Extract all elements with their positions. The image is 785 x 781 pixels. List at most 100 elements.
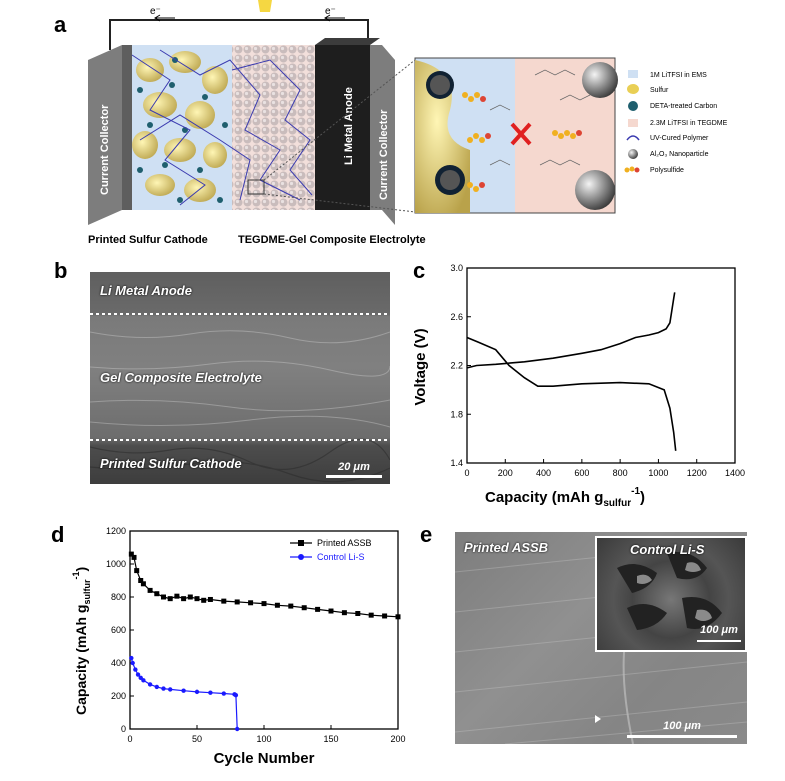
x-tick-label: 0 bbox=[127, 734, 132, 744]
data-point-assb bbox=[395, 614, 401, 620]
x-tick-label: 100 bbox=[256, 734, 271, 744]
y-tick-label: 400 bbox=[111, 658, 126, 668]
sem-scale-bar-main bbox=[627, 735, 737, 738]
sem-scale-bar bbox=[326, 475, 382, 478]
anode-label: Li Metal Anode bbox=[343, 87, 355, 165]
data-point-control bbox=[161, 686, 166, 691]
x-tick-label: 400 bbox=[536, 468, 551, 478]
series-discharge bbox=[466, 336, 677, 451]
data-point-assb bbox=[274, 602, 280, 608]
schematic-legend: 1M LiTFSI in EMS Sulfur DETA-treated Car… bbox=[624, 70, 728, 174]
x-tick-label: 150 bbox=[323, 734, 338, 744]
data-point-assb bbox=[201, 597, 207, 603]
arrow-marker-icon bbox=[595, 715, 601, 723]
sem-top-view: Printed ASSB Control Li-S 100 μm 100 μm bbox=[455, 532, 747, 744]
data-point-assb bbox=[167, 596, 173, 602]
sem-label-anode: Li Metal Anode bbox=[100, 283, 192, 298]
data-point-assb bbox=[174, 593, 180, 599]
legend-marker bbox=[298, 540, 304, 546]
data-point-assb bbox=[194, 596, 200, 602]
voltage-chart: 0 200 400 600 800 1000 1200 1400 1.4 1.8 2.2 2.6 3.0… bbox=[412, 263, 745, 509]
sem-scale-label-main: 100 μm bbox=[663, 720, 701, 732]
sem-label-control: Control Li-S bbox=[630, 542, 705, 557]
data-point-assb bbox=[134, 568, 140, 574]
data-point-control bbox=[147, 682, 153, 687]
legend-swatch-4 bbox=[628, 119, 638, 127]
data-point-assb bbox=[315, 606, 321, 612]
data-point-assb bbox=[140, 581, 146, 587]
sem-label-electrolyte: Gel Composite Electrolyte bbox=[100, 370, 262, 385]
data-point-control bbox=[208, 690, 213, 695]
data-point-assb bbox=[248, 600, 254, 606]
data-point-assb bbox=[128, 551, 134, 557]
left-collector-label: Current Collector bbox=[99, 104, 111, 195]
polysulfide-chains bbox=[462, 92, 582, 192]
sem-inset-control: Control Li-S 100 μm bbox=[595, 536, 747, 652]
x-tick-label: 800 bbox=[613, 468, 628, 478]
cross-icon bbox=[510, 122, 532, 146]
caption-electrolyte: TEGDME-Gel Composite Electrolyte bbox=[238, 234, 426, 246]
x-tick-label: 0 bbox=[464, 468, 469, 478]
data-point-control bbox=[221, 691, 226, 696]
legend-swatch-3 bbox=[628, 101, 638, 111]
data-point-assb bbox=[328, 608, 334, 614]
x-axis-label: Cycle Number bbox=[214, 750, 315, 767]
legend-marker bbox=[298, 554, 304, 560]
panel-label-b: b bbox=[54, 258, 68, 283]
anode-region bbox=[315, 45, 370, 210]
sem-cross-section: Li Metal Anode Gel Composite Electrolyte… bbox=[90, 272, 390, 484]
data-point-assb bbox=[221, 598, 227, 604]
inset-scale-bar bbox=[697, 640, 741, 642]
left-current-collector bbox=[88, 45, 122, 225]
x-tick-label: 1400 bbox=[725, 468, 745, 478]
x-tick-label: 1000 bbox=[648, 468, 668, 478]
cycling-chart: 0 50 100 150 200 0 200 400 600 800 1000 1200 Printed… bbox=[71, 526, 406, 767]
right-current-collector bbox=[370, 45, 395, 225]
legend-label-1: 1M LiTFSI in EMS bbox=[650, 72, 707, 79]
polymer-network bbox=[131, 49, 313, 206]
data-point-assb bbox=[288, 603, 294, 609]
series-line bbox=[130, 553, 399, 618]
legend-label-6: Al₂O₃ Nanoparticle bbox=[650, 151, 709, 158]
x-tick-label: 50 bbox=[192, 734, 202, 744]
schematic-figure: e⁻ e⁻ Current Collector Li Metal Anode C… bbox=[88, 0, 728, 246]
data-point-assb bbox=[131, 554, 137, 560]
legend-label-7: Polysulfide bbox=[650, 167, 684, 174]
panel-label-e: e bbox=[420, 522, 433, 547]
arrow-right-icon bbox=[324, 14, 345, 22]
electron-right: e⁻ bbox=[325, 6, 336, 17]
sem-scale-label: 20 μm bbox=[338, 461, 370, 473]
y-axis-label: Voltage (V) bbox=[412, 328, 429, 405]
y-tick-label: 200 bbox=[111, 691, 126, 701]
y-tick-label: 600 bbox=[111, 625, 126, 635]
panel-label-a: a bbox=[54, 12, 67, 37]
series-line bbox=[130, 657, 238, 730]
data-point-assb bbox=[147, 587, 153, 593]
y-tick-label: 2.2 bbox=[450, 361, 463, 371]
inset-scale-label: 100 μm bbox=[700, 624, 738, 636]
y-tick-label: 3.0 bbox=[450, 263, 463, 273]
data-point-assb bbox=[154, 591, 160, 597]
zoom-box bbox=[247, 179, 265, 195]
arrow-left-icon bbox=[154, 14, 175, 22]
data-point-control bbox=[129, 655, 134, 661]
y-tick-label: 1.8 bbox=[450, 409, 463, 419]
data-point-assb bbox=[368, 612, 374, 618]
legend-swatch-1 bbox=[628, 70, 638, 78]
legend-label-3: DETA-treated Carbon bbox=[650, 103, 717, 110]
data-point-assb bbox=[341, 610, 347, 616]
legend-label: Control Li-S bbox=[317, 552, 365, 562]
data-point-assb bbox=[187, 594, 193, 600]
data-point-control bbox=[154, 684, 159, 690]
legend-swatch-5 bbox=[626, 135, 640, 141]
y-tick-label: 1.4 bbox=[450, 458, 463, 468]
data-point-control bbox=[233, 692, 239, 698]
right-collector-label: Current Collector bbox=[378, 109, 390, 200]
sem-label-cathode: Printed Sulfur Cathode bbox=[100, 456, 242, 471]
data-point-assb bbox=[382, 613, 388, 619]
panel-label-d: d bbox=[51, 522, 65, 547]
x-axis-label: Capacity (mAh gsulfur-1) bbox=[485, 486, 645, 509]
data-point-assb bbox=[161, 594, 166, 600]
data-point-assb bbox=[138, 578, 144, 583]
bulb-icon bbox=[258, 0, 272, 12]
